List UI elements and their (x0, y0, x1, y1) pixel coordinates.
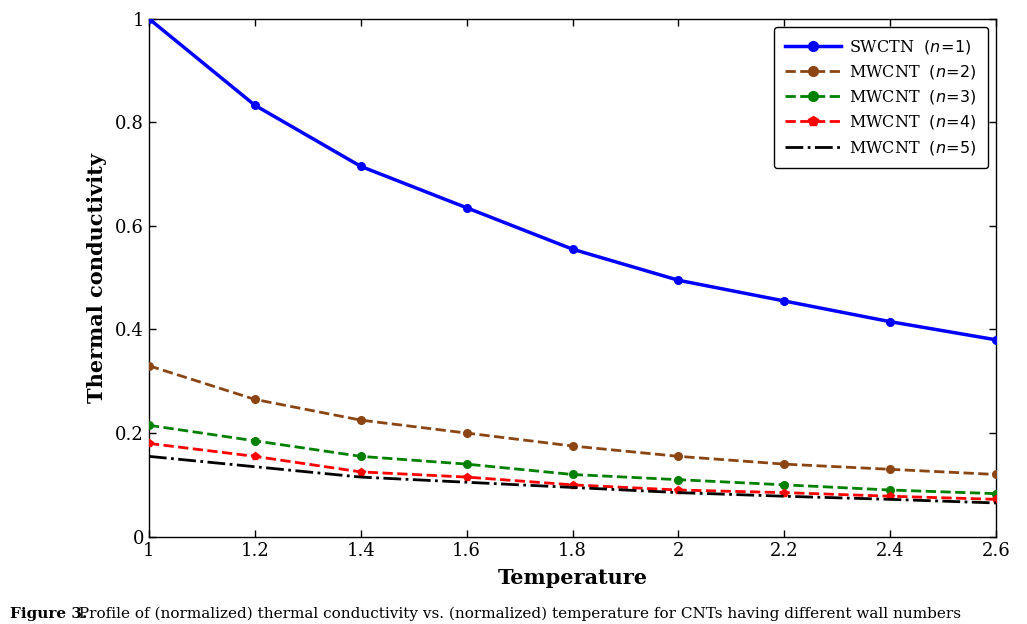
Y-axis label: Thermal conductivity: Thermal conductivity (87, 153, 107, 402)
Legend: SWCTN  $\mathit{(n\!=\!1)}$, MWCNT  $\mathit{(n\!=\!2)}$, MWCNT  $\mathit{(n\!=\: SWCTN $\mathit{(n\!=\!1)}$, MWCNT $\math… (774, 27, 988, 168)
Text: Figure 3.: Figure 3. (10, 607, 87, 621)
X-axis label: Temperature: Temperature (497, 568, 648, 588)
Text: Profile of (normalized) thermal conductivity vs. (normalized) temperature for CN: Profile of (normalized) thermal conducti… (74, 607, 961, 621)
